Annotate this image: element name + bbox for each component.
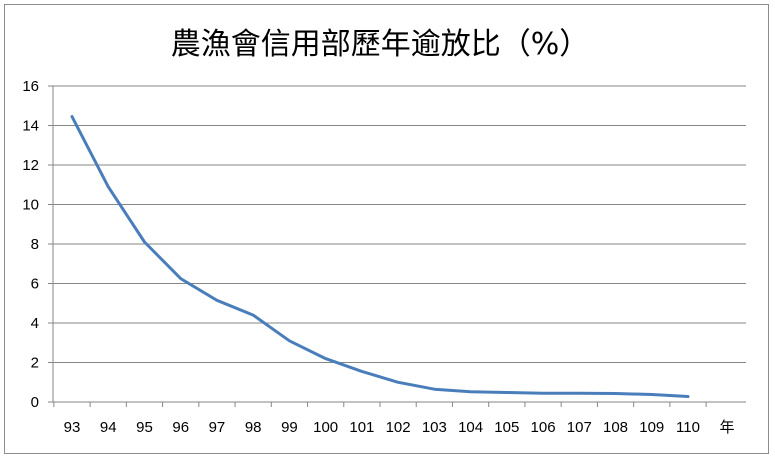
y-tick-label: 10 bbox=[22, 197, 39, 214]
x-tick-labels: 93 94 95 96 97 98 99 100 101 102 103 104 105 106 107 10… bbox=[64, 419, 700, 436]
y-tick-label: 8 bbox=[31, 236, 39, 253]
y-tick-label: 6 bbox=[31, 276, 39, 293]
x-tick-label: 108 bbox=[603, 419, 628, 436]
x-tick-label: 104 bbox=[458, 419, 483, 436]
x-tick-label: 101 bbox=[349, 419, 374, 436]
x-tick-label: 107 bbox=[567, 419, 592, 436]
x-tick-label: 93 bbox=[64, 419, 81, 436]
series-line bbox=[70, 115, 690, 398]
x-tick-label: 97 bbox=[209, 419, 226, 436]
series-layer bbox=[70, 115, 690, 398]
axes bbox=[48, 85, 746, 407]
x-tick-label: 100 bbox=[313, 419, 338, 436]
gridlines bbox=[53, 85, 746, 363]
x-tick-label: 95 bbox=[136, 419, 153, 436]
y-tick-label: 2 bbox=[31, 355, 39, 372]
y-tick-label: 4 bbox=[31, 315, 39, 332]
x-tick-label: 106 bbox=[531, 419, 556, 436]
x-tick-label: 110 bbox=[676, 419, 700, 436]
y-tick-label: 12 bbox=[22, 157, 39, 174]
y-tick-label: 16 bbox=[22, 78, 39, 95]
x-axis-label: 年 bbox=[719, 419, 734, 436]
x-tick-label: 98 bbox=[245, 419, 262, 436]
x-tick-label: 103 bbox=[422, 419, 447, 436]
x-tick-label: 105 bbox=[494, 419, 519, 436]
x-tick-label: 94 bbox=[100, 419, 117, 436]
x-tick-label: 96 bbox=[172, 419, 189, 436]
x-tick-label: 102 bbox=[386, 419, 411, 436]
chart-title: 農漁會信用部歷年逾放比（%） bbox=[171, 27, 590, 62]
y-tick-label: 0 bbox=[31, 394, 39, 411]
y-tick-labels: 0 2 4 6 8 10 12 14 16 bbox=[22, 78, 39, 411]
y-tick-label: 14 bbox=[22, 118, 39, 135]
x-tick-label: 109 bbox=[639, 419, 664, 436]
x-tick-label: 99 bbox=[281, 419, 298, 436]
